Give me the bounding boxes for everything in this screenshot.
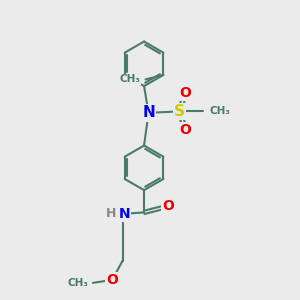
Text: CH₃: CH₃ <box>119 74 140 84</box>
Text: H: H <box>106 207 116 220</box>
Text: CH₃: CH₃ <box>68 278 88 288</box>
Text: O: O <box>179 123 191 137</box>
Text: CH₃: CH₃ <box>209 106 230 116</box>
Text: N: N <box>118 207 130 221</box>
Text: O: O <box>179 86 191 100</box>
Text: O: O <box>163 199 174 213</box>
Text: O: O <box>106 273 118 287</box>
Text: S: S <box>174 104 185 119</box>
Text: N: N <box>142 105 155 120</box>
